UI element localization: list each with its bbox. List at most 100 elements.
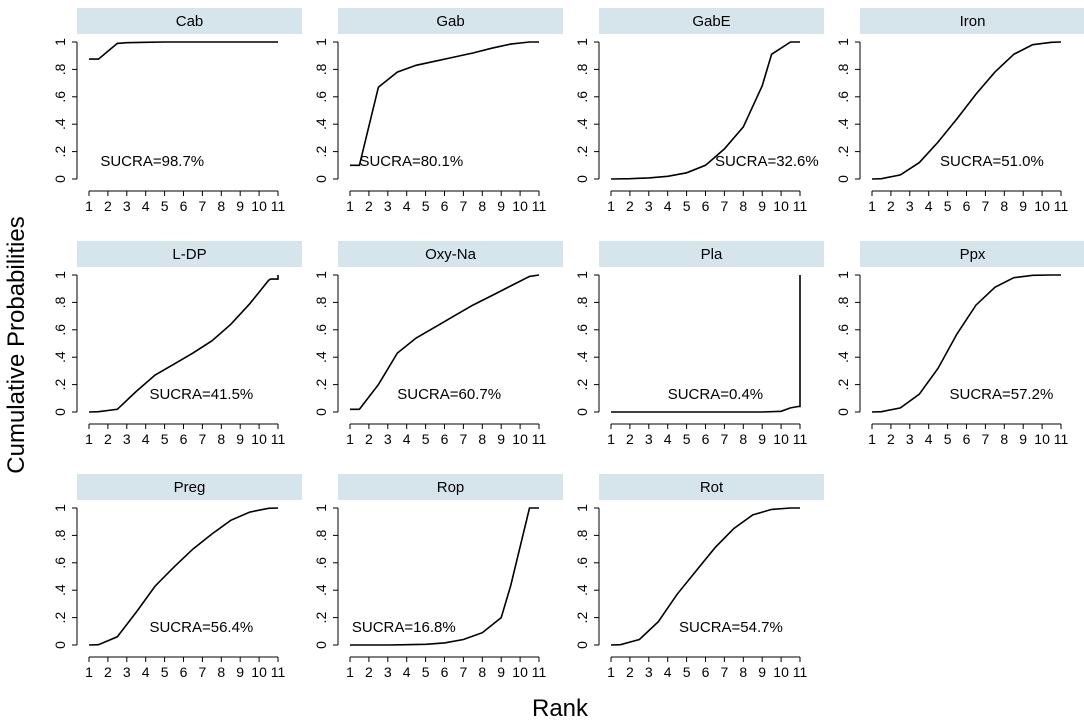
y-tick-label: .6 bbox=[313, 324, 329, 336]
panel-title-bar bbox=[77, 8, 302, 34]
y-tick-label: 0 bbox=[52, 408, 68, 416]
x-tick-label: 6 bbox=[702, 198, 710, 214]
x-tick-label: 11 bbox=[793, 664, 808, 680]
x-tick-label: 5 bbox=[161, 198, 169, 214]
x-tick-label: 3 bbox=[123, 198, 131, 214]
x-tick-label: 6 bbox=[441, 664, 449, 680]
y-tick-label: .4 bbox=[313, 351, 329, 363]
x-tick-label: 3 bbox=[384, 664, 392, 680]
cumulative-curve bbox=[89, 41, 278, 60]
x-tick-label: 11 bbox=[532, 198, 547, 214]
x-tick-label: 7 bbox=[460, 664, 468, 680]
x-tick-label: 9 bbox=[1019, 431, 1027, 447]
x-tick-label: 8 bbox=[217, 664, 225, 680]
panel-title-bar bbox=[338, 241, 563, 267]
x-tick-label: 7 bbox=[982, 431, 990, 447]
x-tick-label: 10 bbox=[251, 431, 267, 447]
x-tick-label: 6 bbox=[702, 664, 710, 680]
x-tick-label: 2 bbox=[626, 664, 634, 680]
x-tick-label: 9 bbox=[758, 198, 766, 214]
x-tick-label: 7 bbox=[199, 198, 207, 214]
x-tick-label: 9 bbox=[236, 664, 244, 680]
x-tick-label: 5 bbox=[683, 198, 691, 214]
y-tick-label: .6 bbox=[52, 557, 68, 569]
sucra-label: SUCRA=60.7% bbox=[397, 386, 501, 403]
x-tick-label: 6 bbox=[180, 431, 188, 447]
x-tick-label: 1 bbox=[85, 431, 93, 447]
x-tick-label: 3 bbox=[123, 431, 131, 447]
y-tick-label: .6 bbox=[574, 324, 590, 336]
panel-title: Ppx bbox=[960, 246, 986, 263]
y-tick-label: .2 bbox=[835, 146, 851, 158]
panel-title-bar bbox=[77, 241, 302, 267]
x-tick-label: 9 bbox=[497, 664, 505, 680]
x-tick-label: 7 bbox=[982, 198, 990, 214]
y-tick-label: 0 bbox=[835, 408, 851, 416]
y-tick-label: 1 bbox=[52, 504, 68, 512]
cumulative-curve bbox=[350, 274, 540, 411]
x-tick-label: 8 bbox=[739, 198, 747, 214]
y-tick-label: .6 bbox=[313, 557, 329, 569]
x-tick-label: 1 bbox=[346, 431, 354, 447]
y-tick-label: 1 bbox=[313, 271, 329, 279]
x-tick-label: 7 bbox=[460, 431, 468, 447]
y-tick-label: .4 bbox=[574, 584, 590, 596]
panel-title: Gab bbox=[436, 13, 464, 30]
y-tick-label: 1 bbox=[574, 271, 590, 279]
x-tick-label: 1 bbox=[85, 664, 93, 680]
x-tick-label: 6 bbox=[702, 431, 710, 447]
x-tick-label: 11 bbox=[793, 431, 808, 447]
x-tick-label: 4 bbox=[403, 664, 411, 680]
x-tick-label: 4 bbox=[403, 431, 411, 447]
x-tick-label: 3 bbox=[906, 431, 914, 447]
x-tick-label: 4 bbox=[142, 198, 150, 214]
panel-title-bar bbox=[599, 8, 824, 34]
x-tick-label: 1 bbox=[346, 198, 354, 214]
x-tick-label: 8 bbox=[739, 431, 747, 447]
x-tick-label: 9 bbox=[758, 664, 766, 680]
sucra-label: SUCRA=98.7% bbox=[100, 153, 204, 170]
x-tick-label: 8 bbox=[1000, 431, 1008, 447]
x-tick-label: 11 bbox=[532, 431, 547, 447]
x-tick-label: 3 bbox=[123, 664, 131, 680]
panel-title: Rop bbox=[437, 479, 465, 496]
x-tick-label: 4 bbox=[664, 664, 672, 680]
x-tick-label: 8 bbox=[739, 664, 747, 680]
sucra-label: SUCRA=54.7% bbox=[679, 619, 783, 636]
x-tick-label: 9 bbox=[497, 198, 505, 214]
y-tick-label: .8 bbox=[574, 63, 590, 75]
y-tick-label: 0 bbox=[313, 641, 329, 649]
x-tick-label: 8 bbox=[478, 664, 486, 680]
x-tick-label: 7 bbox=[721, 664, 729, 680]
sucra-label: SUCRA=56.4% bbox=[149, 619, 253, 636]
x-tick-label: 11 bbox=[793, 198, 808, 214]
x-tick-label: 7 bbox=[721, 198, 729, 214]
y-tick-label: .8 bbox=[574, 529, 590, 541]
x-tick-label: 9 bbox=[497, 431, 505, 447]
y-tick-label: 1 bbox=[574, 38, 590, 46]
panel-title: Oxy-Na bbox=[425, 246, 476, 263]
y-tick-label: 1 bbox=[313, 504, 329, 512]
y-tick-label: .6 bbox=[574, 557, 590, 569]
y-tick-label: .4 bbox=[52, 118, 68, 130]
panel-title-bar bbox=[860, 241, 1084, 267]
x-tick-label: 3 bbox=[384, 198, 392, 214]
x-tick-label: 11 bbox=[271, 664, 286, 680]
y-tick-label: 0 bbox=[52, 641, 68, 649]
x-tick-label: 6 bbox=[963, 431, 971, 447]
y-axis-title: Cumulative Probabilities bbox=[3, 216, 30, 473]
cumulative-curve bbox=[88, 275, 279, 413]
cumulative-curve bbox=[88, 507, 279, 646]
x-tick-label: 10 bbox=[1034, 198, 1050, 214]
x-tick-label: 8 bbox=[217, 431, 225, 447]
x-tick-label: 11 bbox=[1054, 198, 1069, 214]
panel-title-bar bbox=[860, 8, 1084, 34]
x-tick-label: 11 bbox=[271, 431, 286, 447]
y-tick-label: 1 bbox=[574, 504, 590, 512]
y-tick-label: .6 bbox=[52, 324, 68, 336]
